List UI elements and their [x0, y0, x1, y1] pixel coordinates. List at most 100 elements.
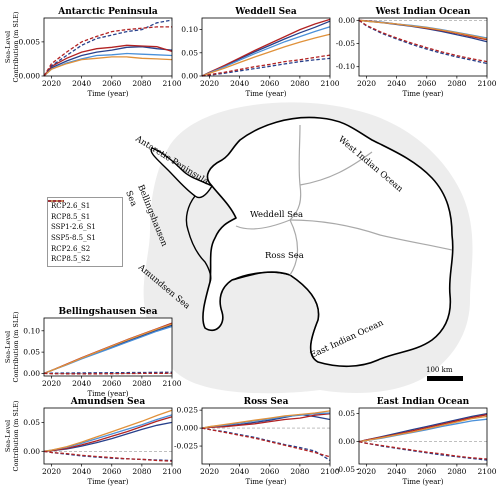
series-line-rcp8-5-s1 — [43, 44, 173, 77]
chart-panel-1: 2020 2040 2060 2080 2100 0.000 0.005 Antarctic … — [4, 7, 182, 98]
y-tick-label: -0.025 — [174, 442, 198, 451]
x-tick-label: 2080 — [132, 79, 151, 88]
y-tick-label: 0.000 — [19, 72, 41, 81]
y-tick-label: 0.005 — [19, 37, 41, 46]
chart-panel-4: 2020 2040 2060 2080 2100 0.00 0.05 0.10 Bellings… — [4, 307, 182, 398]
chart-panel-7: 2020 2040 2060 2080 2100 0.05 0.00 -0.05 East In… — [336, 397, 497, 486]
legend-label: SSP1-2.6_S1 — [51, 223, 96, 232]
y-tick-label: -0.05 — [336, 39, 355, 48]
plot-frame — [358, 407, 488, 465]
x-axis-label: Time (year) — [88, 390, 129, 398]
legend-label: RCP8.5_S1 — [51, 212, 91, 221]
y-tick-label: 0.025 — [177, 406, 199, 415]
x-tick-label: 2020 — [42, 467, 61, 476]
x-tick-label: 2060 — [417, 467, 436, 476]
series-line-rcp8-5-s2 — [358, 19, 488, 63]
y-tick-label: 0.05 — [338, 409, 355, 418]
x-tick-label: 2080 — [132, 379, 151, 388]
legend-label: SSP5-8.5_S1 — [51, 234, 96, 243]
x-tick-label: 2080 — [290, 79, 309, 88]
y-axis-label: Sea-LevelContribution (m SLE) — [4, 311, 20, 382]
x-tick-label: 2040 — [72, 467, 91, 476]
legend-label: RCP2.6_S2 — [51, 244, 91, 253]
y-tick-label: 0.00 — [338, 437, 355, 446]
x-tick-label: 2040 — [72, 79, 91, 88]
x-tick-label: 2020 — [42, 79, 61, 88]
series-line-ssp5-8-5-s1 — [43, 323, 173, 375]
series-line-ssp1-2-6-s1 — [201, 26, 331, 77]
chart-title: Weddell Sea — [234, 7, 297, 17]
x-tick-label: 2040 — [230, 79, 249, 88]
series-line-rcp2-6-s2 — [43, 371, 173, 375]
x-tick-label: 2040 — [387, 467, 406, 476]
series-line-ssp5-8-5-s1 — [358, 415, 488, 443]
legend-item: RCP8.5_S1 — [48, 200, 119, 223]
chart-title: Antarctic Peninsula — [57, 7, 158, 17]
chart-title: Bellingshausen Sea — [59, 307, 158, 317]
x-tick-label: 2100 — [162, 467, 181, 476]
legend-item: RCP8.5_S2 — [48, 200, 119, 265]
chart-panel-6: 2020 2040 2060 2080 2100 0.025 0.000 -0.025 Ross… — [174, 397, 340, 486]
plot-frame — [43, 407, 173, 465]
x-tick-label: 2020 — [200, 79, 219, 88]
plot-frame — [201, 17, 331, 77]
chart-panel-2: 2020 2040 2060 2080 2100 0.00 0.05 0.10 Weddell … — [181, 7, 339, 98]
map-label-bellingshausen-2: Sea — [123, 189, 138, 208]
plot-frame — [358, 17, 488, 77]
x-axis-label: Time (year) — [246, 90, 287, 98]
series-line-rcp8-5-s2 — [201, 54, 331, 77]
drainage-divides — [235, 124, 453, 276]
x-tick-label: 2040 — [230, 467, 249, 476]
y-axis-label: Sea-LevelContribution (m SLE) — [4, 11, 20, 82]
y-tick-label: 0.05 — [23, 348, 40, 357]
series-line-rcp2-6-s1 — [43, 46, 173, 77]
legend-swatch — [48, 200, 64, 202]
plot-frame — [43, 17, 173, 77]
series-line-rcp8-5-s2 — [43, 372, 173, 375]
series-line-rcp8-5-s1 — [201, 18, 331, 77]
x-tick-label: 2020 — [357, 467, 376, 476]
scale-bar — [427, 376, 463, 381]
y-tick-label: 0.00 — [23, 447, 40, 456]
charts-layer: 2020 2040 2060 2080 2100 0.000 0.005 Antarctic … — [4, 7, 497, 486]
series-line-rcp8-5-s1 — [43, 416, 173, 452]
x-tick-label: 2100 — [477, 79, 496, 88]
x-tick-label: 2040 — [72, 379, 91, 388]
plot-area — [202, 408, 330, 464]
series-line-rcp8-5-s2 — [43, 26, 172, 77]
x-tick-label: 2020 — [357, 79, 376, 88]
legend-item: SSP5-8.5_S1 — [48, 200, 119, 244]
x-tick-label: 2100 — [162, 379, 181, 388]
scale-label: 100 km — [426, 366, 453, 374]
series-line-ssp5-8-5-s1 — [358, 19, 488, 40]
x-axis-label: Time (year) — [403, 90, 444, 98]
x-tick-label: 2060 — [102, 379, 121, 388]
x-tick-label: 2100 — [320, 467, 339, 476]
x-tick-label: 2080 — [290, 467, 309, 476]
x-tick-label: 2080 — [447, 79, 466, 88]
x-tick-label: 2060 — [417, 79, 436, 88]
x-axis-label: Time (year) — [88, 90, 129, 98]
legend: RCP2.6_S1 RCP8.5_S1 SSP1-2.6_S1 SSP5-8.5_S1… — [47, 197, 123, 267]
x-tick-label: 2100 — [320, 79, 339, 88]
legend-item: RCP2.6_S2 — [48, 200, 119, 254]
y-tick-label: 0.10 — [181, 25, 198, 34]
antarctica-map: Antarctic Peninsula Weddell Sea West Ind… — [123, 102, 473, 394]
chart-title: Amundsen Sea — [70, 397, 146, 407]
x-tick-label: 2020 — [42, 379, 61, 388]
map-label-ross: Ross Sea — [265, 251, 304, 261]
legend-label: RCP8.5_S2 — [51, 255, 91, 264]
plot-area — [359, 408, 487, 464]
legend-label: RCP2.6_S1 — [51, 202, 91, 211]
plot-frame — [43, 317, 173, 377]
x-tick-label: 2100 — [162, 79, 181, 88]
x-tick-label: 2060 — [260, 79, 279, 88]
series-line-ssp5-8-5-s1 — [201, 410, 331, 429]
series-line-ssp5-8-5-s1 — [201, 33, 331, 77]
series-line-ssp5-8-5-s1 — [43, 56, 173, 77]
y-tick-label: 0.10 — [23, 326, 40, 335]
map-label-weddell: Weddell Sea — [250, 210, 303, 220]
y-tick-label: -0.10 — [336, 62, 355, 71]
